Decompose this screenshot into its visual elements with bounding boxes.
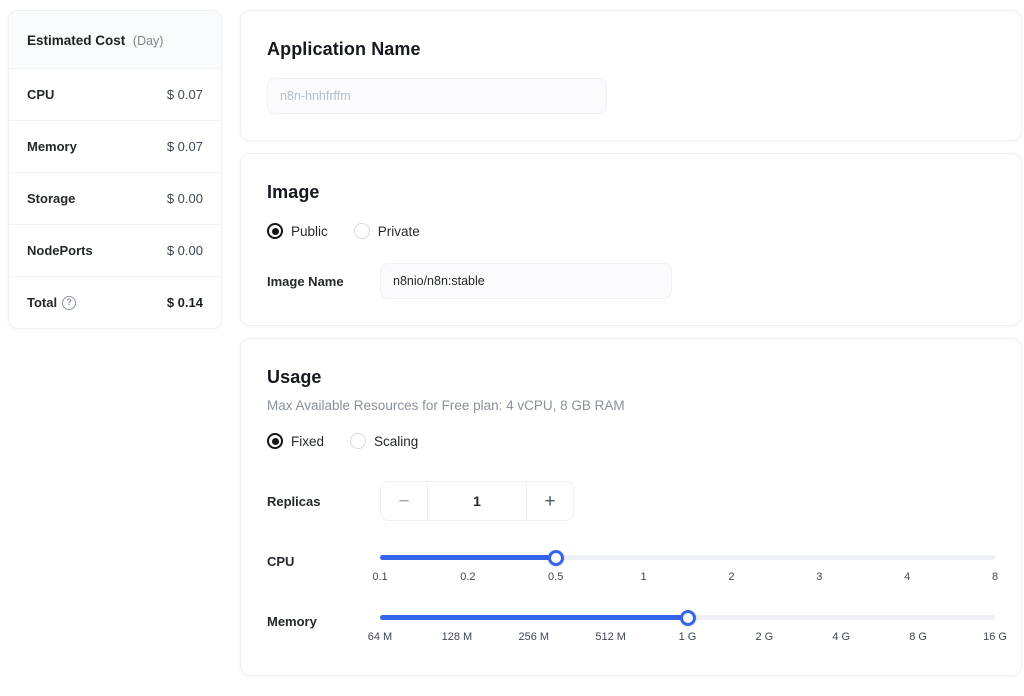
slider-tick-label: 16 G xyxy=(983,631,1007,643)
replicas-row: Replicas − 1 + xyxy=(267,481,995,521)
radio-scaling[interactable]: Scaling xyxy=(350,433,418,449)
memory-slider-fill xyxy=(380,615,688,620)
radio-public[interactable]: Public xyxy=(267,223,328,239)
slider-tick-label: 8 xyxy=(991,571,999,583)
slider-tick-label: 2 xyxy=(728,571,735,583)
slider-tick-label: 3 xyxy=(816,571,823,583)
radio-selected-icon xyxy=(267,223,283,239)
radio-private[interactable]: Private xyxy=(353,223,420,239)
slider-tick-label: 128 M xyxy=(441,631,473,643)
cost-value: $ 0.00 xyxy=(166,191,203,206)
cpu-slider-fill xyxy=(380,555,556,560)
image-name-input[interactable] xyxy=(380,263,672,299)
estimated-cost-title: Estimated Cost xyxy=(27,33,126,48)
cost-row-memory: Memory $ 0.07 xyxy=(9,121,221,173)
image-title: Image xyxy=(267,182,320,202)
total-value: $ 0.14 xyxy=(166,295,203,310)
cost-row-cpu: CPU $ 0.07 xyxy=(9,69,221,121)
cost-row-storage: Storage $ 0.00 xyxy=(9,173,221,225)
slider-tick-label: 4 xyxy=(904,571,911,583)
radio-public-label: Public xyxy=(291,223,328,239)
radio-fixed-label: Fixed xyxy=(291,433,325,449)
cost-label: Memory xyxy=(27,139,77,154)
replicas-value: 1 xyxy=(427,482,527,520)
usage-max-resources-note: Max Available Resources for Free plan: 4… xyxy=(267,398,625,413)
slider-tick-label: 0.1 xyxy=(372,571,388,583)
slider-tick-label: 1 xyxy=(640,571,647,583)
radio-fixed[interactable]: Fixed xyxy=(267,433,324,449)
application-name-input[interactable] xyxy=(267,78,607,114)
slider-tick-label: 4 G xyxy=(832,631,851,643)
cost-label: Storage xyxy=(27,191,76,206)
estimated-cost-panel: Estimated Cost (Day) CPU $ 0.07 Memory $… xyxy=(8,10,222,329)
replicas-label: Replicas xyxy=(267,493,321,509)
replicas-decrease-button[interactable]: − xyxy=(381,482,427,520)
memory-slider-ticks: 64 M 128 M 256 M 512 M 1 G 2 G 4 G 8 G 16 G xyxy=(368,631,1007,647)
radio-selected-icon xyxy=(267,433,283,449)
slider-tick-label: 256 M xyxy=(518,631,550,643)
estimated-cost-header: Estimated Cost (Day) xyxy=(9,11,221,69)
slider-tick-label: 0.5 xyxy=(548,571,564,583)
cpu-slider-label: CPU xyxy=(267,554,295,569)
cost-label: CPU xyxy=(27,87,55,102)
slider-tick-label: 0.2 xyxy=(460,571,476,583)
cpu-slider-handle[interactable] xyxy=(547,549,564,566)
app-deploy-page: Estimated Cost (Day) CPU $ 0.07 Memory $… xyxy=(0,0,1024,676)
cost-value: $ 0.07 xyxy=(166,87,203,102)
image-visibility-radio-group: Public Private xyxy=(267,223,995,239)
radio-unselected-icon xyxy=(353,223,370,239)
usage-card: Usage Max Available Resources for Free p… xyxy=(240,338,1022,676)
replicas-stepper: − 1 + xyxy=(380,481,574,521)
memory-slider[interactable]: 64 M 128 M 256 M 512 M 1 G 2 G 4 G 8 G 16 G xyxy=(368,609,1007,649)
slider-tick-label: 2 G xyxy=(755,631,774,643)
slider-tick-label: 1 G xyxy=(678,631,697,643)
replicas-increase-button[interactable]: + xyxy=(527,482,573,520)
slider-tick-label: 8 G xyxy=(909,631,927,643)
cost-value: $ 0.07 xyxy=(166,139,203,154)
cpu-slider-ticks: 0.1 0.2 0.5 1 2 3 4 8 xyxy=(372,571,999,587)
cpu-slider-track[interactable] xyxy=(380,555,995,560)
usage-title: Usage xyxy=(267,367,322,387)
deploy-form-main: Application Name Image Public Private Im… xyxy=(240,10,1022,676)
total-label: Total xyxy=(27,295,58,310)
application-name-title: Application Name xyxy=(267,39,421,59)
image-card: Image Public Private Image Name xyxy=(240,153,1022,326)
cpu-slider-row: CPU 0.1 0.2 0.5 1 2 3 4 8 xyxy=(267,549,999,589)
estimated-cost-period: (Day) xyxy=(132,34,164,48)
slider-tick-label: 512 M xyxy=(595,631,626,643)
cost-row-total: Total ? $ 0.14 xyxy=(9,277,221,328)
slider-tick-label: 64 M xyxy=(367,631,393,643)
question-circle-icon[interactable]: ? xyxy=(62,295,77,310)
memory-slider-label: Memory xyxy=(267,614,317,629)
radio-private-label: Private xyxy=(377,223,420,239)
cost-row-nodeports: NodePorts $ 0.00 xyxy=(9,225,221,277)
cost-label: NodePorts xyxy=(27,243,93,258)
cpu-slider[interactable]: 0.1 0.2 0.5 1 2 3 4 8 xyxy=(372,549,999,589)
image-name-row: Image Name xyxy=(267,263,995,299)
image-name-label: Image Name xyxy=(267,273,344,289)
radio-scaling-label: Scaling xyxy=(374,433,419,449)
usage-mode-radio-group: Fixed Scaling xyxy=(267,433,995,449)
cost-value: $ 0.00 xyxy=(166,243,203,258)
radio-unselected-icon xyxy=(350,433,367,449)
memory-slider-row: Memory 64 M 128 M 256 M 512 M 1 G 2 G 4 G 8 G 16… xyxy=(267,609,1007,649)
application-name-card: Application Name xyxy=(240,10,1022,141)
memory-slider-handle[interactable] xyxy=(679,609,696,626)
